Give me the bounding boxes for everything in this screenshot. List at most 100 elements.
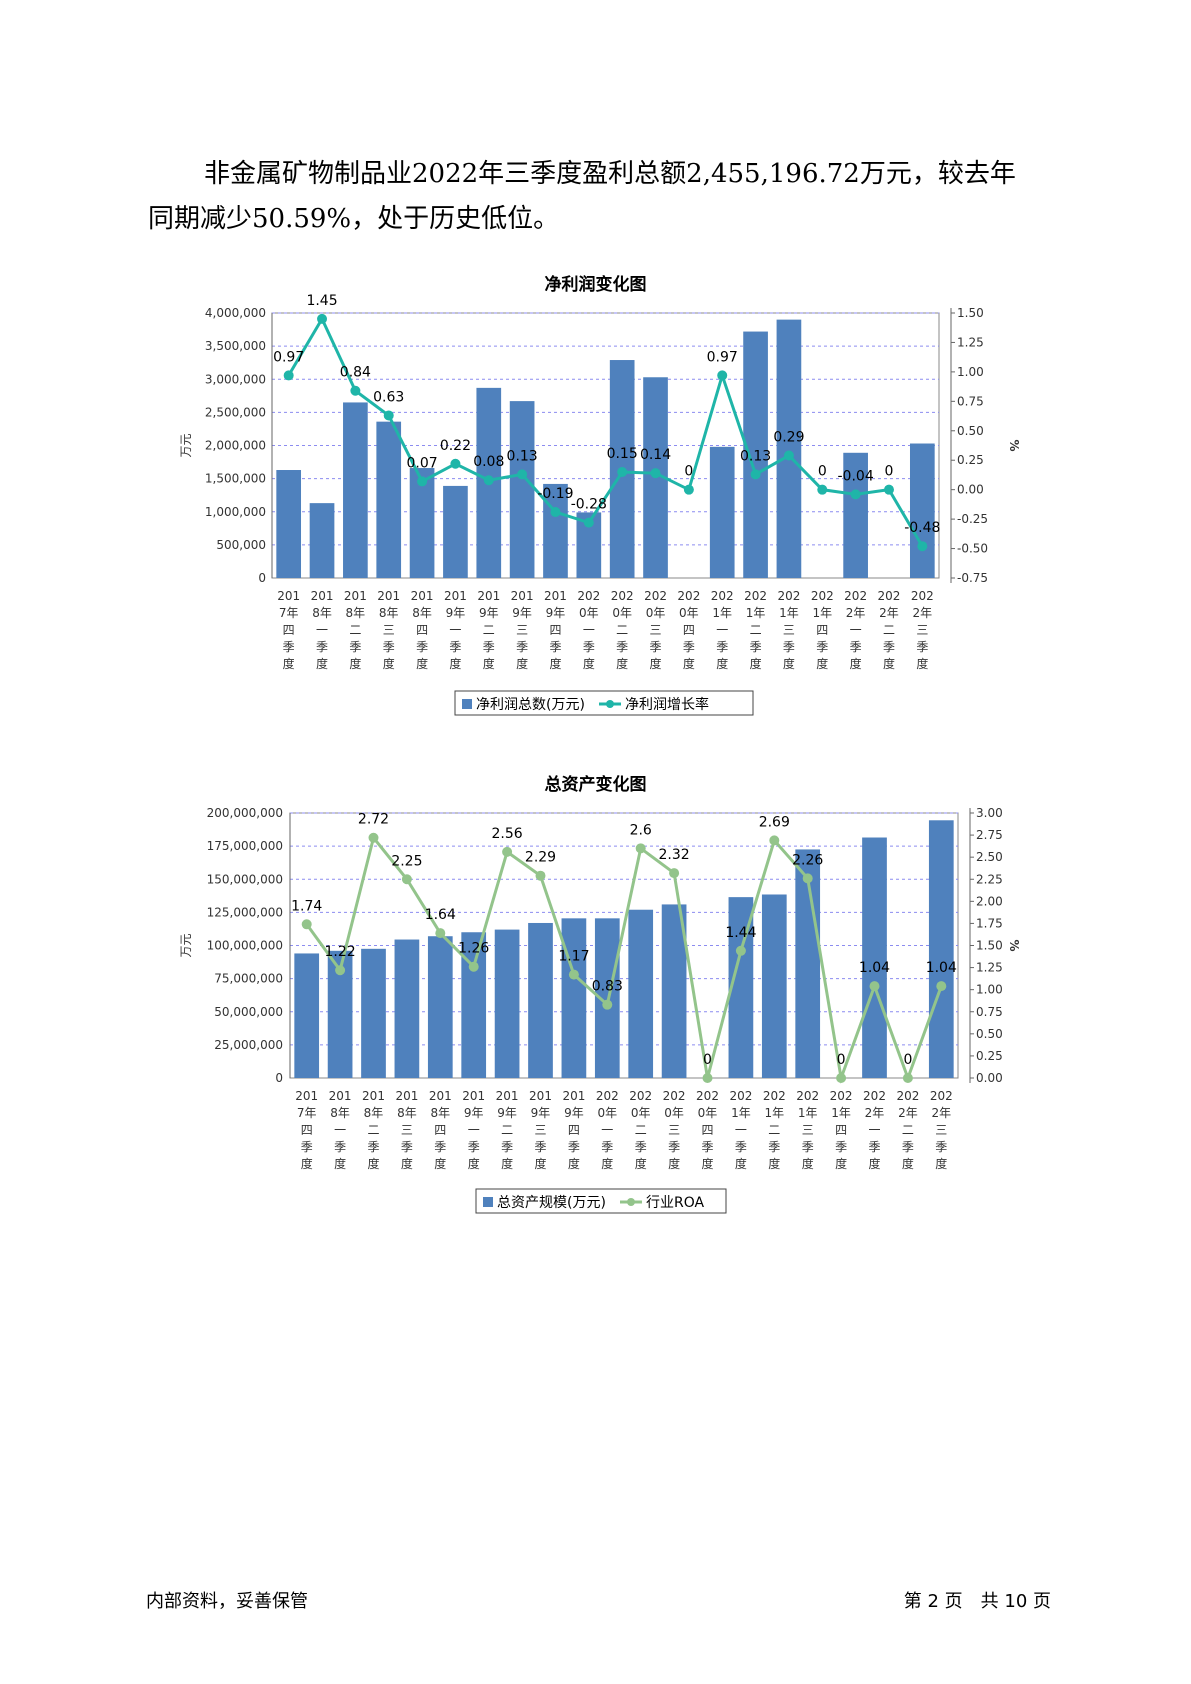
x-tick-label: 202 1年一季度: [729, 1089, 752, 1171]
legend-bar-swatch: [462, 699, 472, 709]
series-line: [287, 315, 924, 547]
data-label: 2.32: [659, 847, 690, 863]
data-label: 2.56: [492, 826, 523, 842]
line-point: [435, 928, 446, 939]
data-label: 1.45: [306, 293, 337, 309]
y2-tick-label: 0.75: [957, 394, 984, 408]
y-tick-label: 75,000,000: [214, 972, 283, 986]
data-label: 0: [837, 1052, 846, 1068]
y-tick-label: 200,000,000: [207, 806, 283, 820]
x-tick-label: 201 8年二季度: [344, 589, 367, 671]
y2-tick-label: 1.50: [957, 306, 984, 320]
line-point: [350, 385, 361, 396]
bar: [661, 904, 687, 1078]
legend-line-marker: [627, 1198, 635, 1206]
line-point: [902, 1073, 913, 1083]
line-point: [550, 507, 561, 518]
bar: [862, 837, 887, 1078]
x-tick-label: 202 2年三季度: [911, 589, 934, 671]
y-tick-label: 1,500,000: [205, 472, 266, 486]
x-tick-label: 201 9年四季度: [562, 1089, 585, 1171]
chart-title-total-assets: 总资产变化图: [544, 775, 647, 795]
data-label: 0.84: [340, 365, 371, 381]
bar: [361, 948, 386, 1078]
x-tick-label: 201 8年三季度: [377, 589, 400, 671]
x-tick-label: 202 0年三季度: [644, 589, 667, 671]
data-label: 0: [885, 464, 894, 480]
data-label: 2.25: [391, 853, 422, 869]
data-label: 2.6: [630, 822, 652, 838]
x-tick-label: 201 9年一季度: [462, 1089, 485, 1171]
data-label: 0: [684, 464, 693, 480]
data-label: -0.04: [838, 468, 874, 484]
data-label: 1.74: [291, 898, 322, 914]
series-line: [305, 834, 943, 1084]
line-point: [783, 450, 794, 461]
line-point: [535, 870, 546, 881]
y-tick-label: 125,000,000: [207, 905, 283, 919]
data-label: 0.07: [406, 455, 437, 471]
bar: [276, 470, 302, 578]
y-tick-label: 150,000,000: [207, 872, 283, 886]
net-profit-chart: 0 500,000 1,000,000 1,500,000 2,000,000 2,500…: [179, 293, 1021, 716]
line-point: [769, 835, 780, 846]
x-tick-label: 202 1年四季度: [811, 589, 834, 671]
chart-title-net-profit: 净利润变化图: [544, 275, 647, 295]
x-tick-label: 201 9年二季度: [477, 589, 500, 671]
y-tick-label: 500,000: [216, 538, 266, 552]
x-tick-label: 201 8年四季度: [411, 589, 434, 671]
line-point: [817, 484, 828, 495]
x-tick-label: 202 0年三季度: [663, 1089, 686, 1171]
data-label: 0.15: [607, 446, 638, 462]
line-point: [483, 475, 494, 486]
y2-tick-label: -0.25: [957, 512, 988, 526]
x-tick-label: 201 8年四季度: [429, 1089, 452, 1171]
x-tick-label: 201 9年二季度: [496, 1089, 519, 1171]
y-tick-label: 2,000,000: [205, 439, 266, 453]
data-label: 0.97: [273, 349, 304, 365]
y-tick-label: 0: [258, 571, 266, 585]
summary-paragraph: 非金属矿物制品业2022年三季度盈利总额2,455,196.72万元，较去年 同…: [148, 152, 1048, 242]
y2-tick-label: 0.50: [957, 424, 984, 438]
data-label: 0.14: [640, 447, 671, 463]
data-label: -0.19: [537, 486, 573, 502]
x-tick-label: 201 9年四季度: [544, 589, 567, 671]
data-label: 0.13: [740, 448, 771, 464]
y2-axis-label: %: [1007, 939, 1021, 951]
y-axis-label: 万元: [179, 933, 193, 957]
line-point: [568, 969, 579, 980]
y2-tick-label: 0.00: [957, 483, 984, 497]
x-tick-label: 202 2年一季度: [863, 1089, 886, 1171]
y2-tick-label: 0.25: [957, 453, 984, 467]
line-point: [683, 484, 694, 495]
y-tick-label: 25,000,000: [214, 1038, 283, 1052]
y-tick-label: 1,000,000: [205, 505, 266, 519]
x-tick-label: 201 8年一季度: [329, 1089, 352, 1171]
line-point: [417, 476, 428, 487]
x-tick-label: 202 2年二季度: [878, 589, 901, 671]
line-point: [383, 410, 394, 421]
line-point: [883, 484, 894, 495]
y-tick-label: 0: [275, 1071, 283, 1085]
y2-tick-label: 0.75: [976, 1005, 1003, 1019]
bar: [761, 894, 787, 1078]
y2-axis-label: %: [1007, 439, 1021, 451]
y2-tick-label: -0.50: [957, 542, 988, 556]
x-tick-label: 201 7年四季度: [295, 1089, 318, 1171]
line-point: [717, 370, 728, 381]
y-axis-label: 万元: [179, 433, 193, 457]
legend-bar-label: 净利润总数(万元): [476, 697, 585, 713]
bar: [928, 820, 954, 1078]
x-tick-label: 201 7年四季度: [277, 589, 300, 671]
data-label: 0.97: [707, 349, 738, 365]
y2-tick-label: 1.00: [957, 365, 984, 379]
bar: [776, 319, 802, 578]
line-point: [850, 489, 861, 500]
bar: [528, 922, 553, 1078]
line-point: [401, 874, 412, 885]
bar: [294, 953, 320, 1078]
bar: [709, 446, 735, 578]
line-point: [750, 469, 761, 480]
line-point: [702, 1073, 713, 1083]
bar: [309, 503, 335, 578]
